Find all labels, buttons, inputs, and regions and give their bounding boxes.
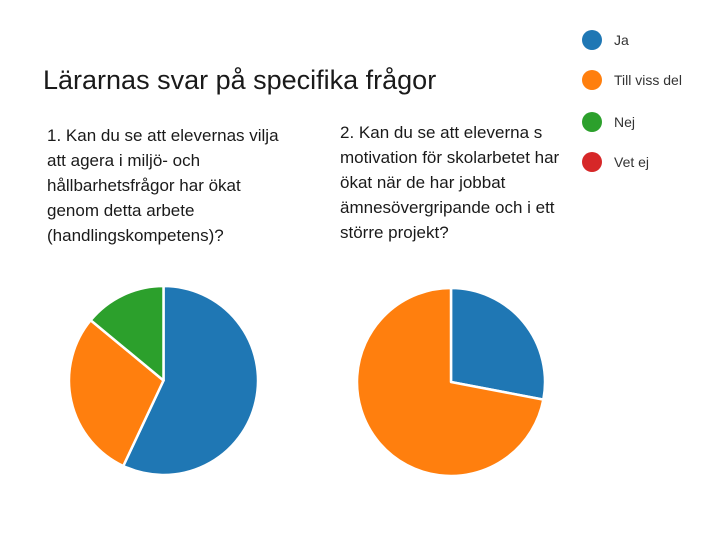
legend-label-vet-ej: Vet ej — [614, 154, 650, 170]
legend-item-nej: Nej — [574, 104, 714, 140]
legend-label-nej: Nej — [614, 114, 636, 130]
slide-title: Lärarnas svar på specifika frågor — [43, 65, 437, 95]
legend-label-ja: Ja — [614, 32, 629, 48]
legend-dot-nej — [582, 112, 602, 132]
pie-chart-2 — [355, 286, 547, 478]
legend-item-vet-ej: Vet ej — [574, 144, 714, 180]
legend-dot-till-viss-del — [582, 70, 602, 90]
pie-1-slice-till-viss-del — [67, 319, 165, 468]
legend-dot-vet-ej — [582, 152, 602, 172]
legend-item-till-viss-del: Till viss del — [574, 62, 714, 98]
legend-label-till-viss-del: Till viss del — [614, 72, 682, 88]
pie-chart-1 — [67, 284, 260, 477]
pie-2-slice-ja — [449, 286, 547, 401]
legend-dot-ja — [582, 30, 602, 50]
question-2: 2. Kan du se att eleverna s motivation f… — [340, 123, 560, 242]
question-1: 1. Kan du se att elevernas vilja att age… — [47, 126, 279, 245]
legend: Ja Till viss del Nej Vet ej — [574, 20, 714, 185]
pie-1-slice-nej — [89, 284, 165, 382]
pie-1-slice-ja — [122, 284, 260, 477]
legend-item-ja: Ja — [574, 22, 714, 58]
pie-2-slice-till-viss-del — [355, 286, 545, 478]
